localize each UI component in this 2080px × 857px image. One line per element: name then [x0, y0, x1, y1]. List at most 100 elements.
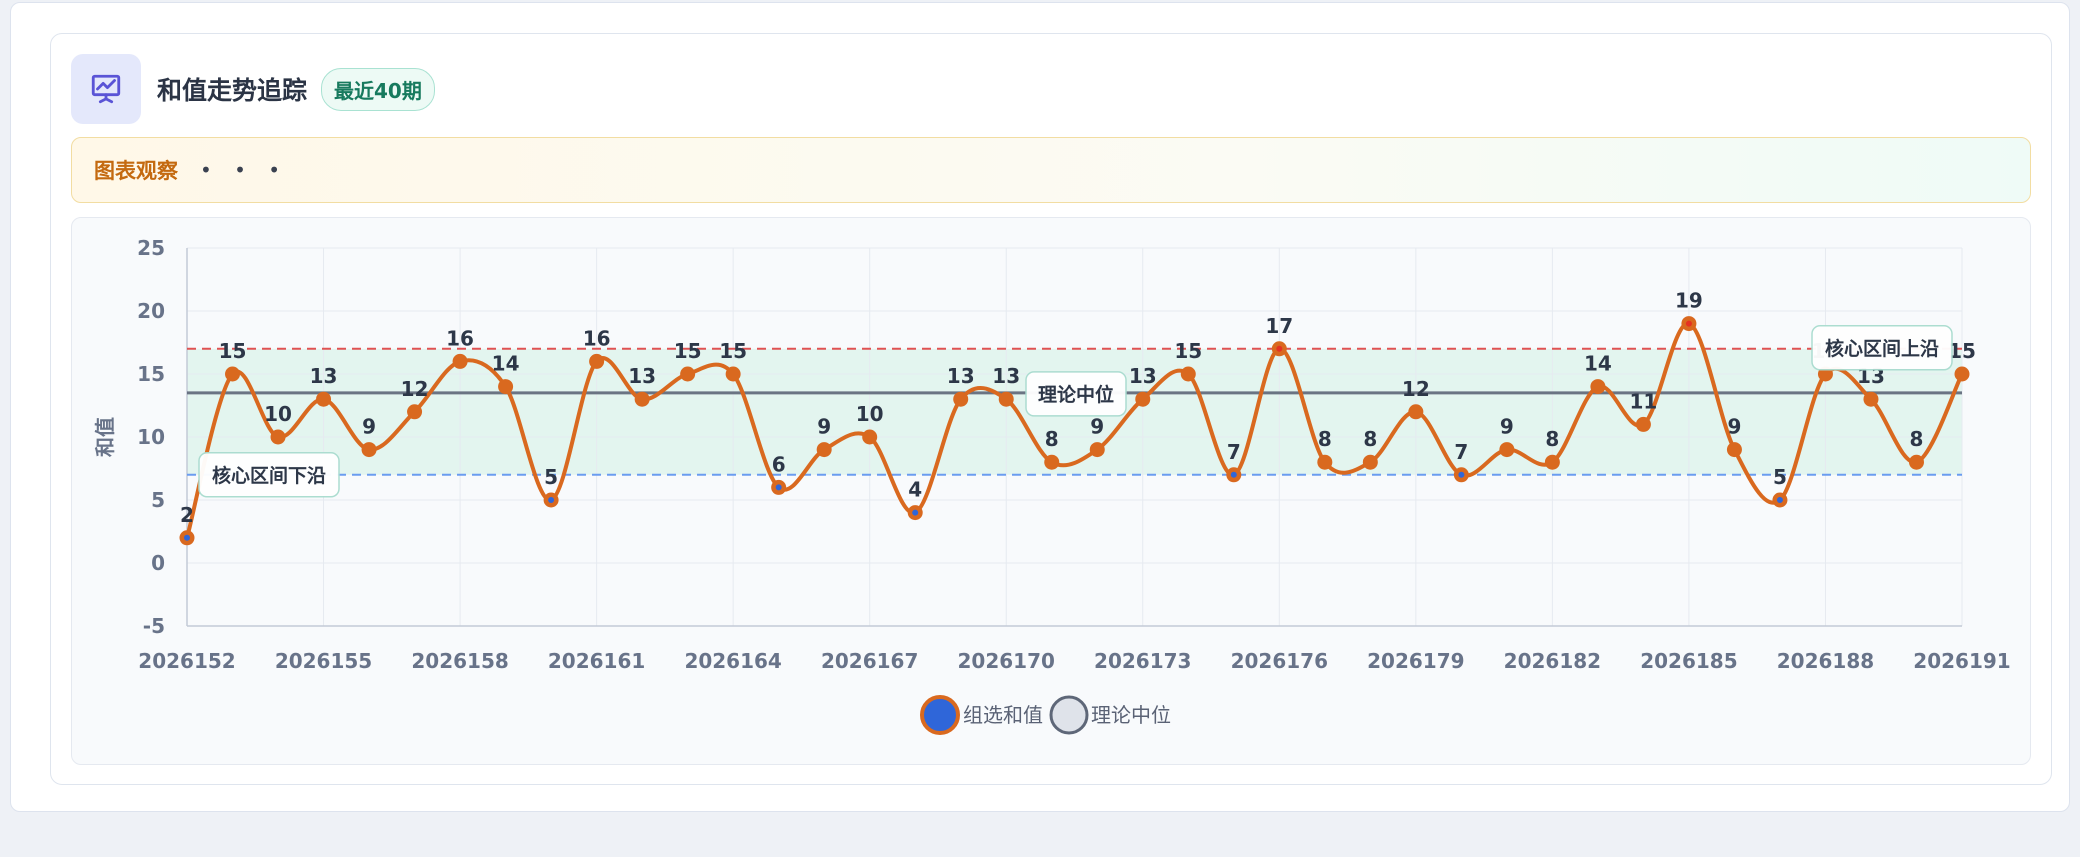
data-point: [407, 404, 423, 420]
data-point: [225, 366, 241, 382]
low-marker: [775, 484, 782, 491]
card-title: 和值走势追踪: [157, 76, 308, 105]
data-label: 9: [1090, 415, 1104, 439]
data-label: 10: [856, 402, 884, 426]
data-label: 12: [1402, 377, 1430, 401]
data-label: 16: [446, 326, 474, 350]
data-point: [998, 391, 1014, 407]
data-label: 10: [264, 402, 292, 426]
data-point: [1180, 366, 1196, 382]
data-label: 8: [1910, 427, 1924, 451]
upper-bound-annotation: 核心区间上沿: [1825, 337, 1939, 360]
data-point: [270, 429, 286, 445]
data-label: 13: [628, 364, 656, 388]
y-tick-label: 15: [137, 362, 165, 386]
low-marker: [184, 534, 190, 541]
data-label: 15: [674, 339, 702, 363]
observation-bar[interactable]: 图表观察 • • •: [71, 137, 2031, 203]
low-marker: [1776, 497, 1783, 503]
data-point: [1863, 391, 1879, 407]
data-point: [498, 379, 514, 395]
data-label: 7: [1227, 440, 1241, 464]
data-label: 12: [401, 377, 429, 401]
x-tick-label: 2026158: [411, 649, 508, 673]
data-point: [862, 429, 878, 445]
low-marker: [1458, 471, 1465, 478]
data-label: 13: [310, 364, 338, 388]
low-marker: [912, 509, 919, 516]
y-tick-label: 10: [137, 425, 165, 449]
data-point: [1954, 366, 1970, 382]
presentation-chart-icon: [71, 54, 141, 124]
legend-label-median: 理论中位: [1091, 703, 1171, 727]
x-tick-label: 2026152: [138, 649, 235, 673]
x-tick-label: 2026167: [821, 649, 918, 673]
data-point: [953, 391, 969, 407]
data-label: 8: [1318, 427, 1332, 451]
data-point: [1544, 454, 1560, 470]
data-label: 15: [219, 339, 247, 363]
y-tick-label: 0: [151, 551, 165, 575]
data-point: [1317, 454, 1333, 470]
card-header: 和值走势追踪 最近40期: [71, 54, 435, 124]
observation-label: 图表观察: [94, 159, 178, 183]
data-label: 9: [817, 415, 831, 439]
lower-bound-annotation-box: [198, 452, 340, 498]
y-tick-label: 5: [151, 488, 165, 512]
data-label: 16: [583, 326, 611, 350]
x-tick-label: 2026185: [1640, 649, 1737, 673]
lower-bound-annotation: 核心区间下沿: [212, 464, 326, 487]
y-tick-label: 25: [137, 236, 165, 260]
period-badge: 最近40期: [321, 67, 435, 111]
upper-bound-annotation-box: [1811, 325, 1953, 371]
page-frame: 和值走势追踪 最近40期 图表观察 • • • -5 0 5 10 15 20 25 2026…: [10, 2, 2070, 812]
data-label: 7: [1454, 440, 1468, 464]
legend-label-series: 组选和值: [963, 703, 1043, 727]
data-label: 5: [544, 465, 558, 489]
y-tick-label: 20: [137, 299, 165, 323]
data-point: [634, 391, 650, 407]
data-point: [452, 353, 468, 369]
data-point: [361, 442, 377, 458]
data-label: 8: [1045, 427, 1059, 451]
x-tick-label: 2026176: [1231, 649, 1328, 673]
data-label: 11: [1629, 389, 1657, 413]
data-label: 6: [772, 452, 786, 476]
median-annotation: 理论中位: [1038, 383, 1114, 406]
data-label: 13: [947, 364, 975, 388]
data-label: 4: [908, 478, 922, 502]
data-label: 13: [992, 364, 1020, 388]
data-label: 17: [1265, 314, 1293, 338]
data-label: 8: [1363, 427, 1377, 451]
more-dots-icon[interactable]: • • •: [200, 158, 289, 182]
x-tick-label: 2026188: [1777, 649, 1874, 673]
median-annotation-box: [1025, 371, 1127, 417]
data-point: [316, 391, 332, 407]
data-point: [589, 353, 605, 369]
trend-card: 和值走势追踪 最近40期 图表观察 • • • -5 0 5 10 15 20 25 2026…: [50, 33, 2052, 785]
data-label: 9: [1500, 415, 1514, 439]
data-label: 19: [1675, 289, 1703, 313]
data-point: [1362, 454, 1378, 470]
data-point: [1089, 442, 1105, 458]
chart-panel: -5 0 5 10 15 20 25 2026152 2026155 2026158 2026161…: [71, 217, 2031, 765]
data-point: [1726, 442, 1742, 458]
x-tick-label: 2026155: [275, 649, 372, 673]
low-marker: [1230, 471, 1237, 478]
high-marker: [1276, 345, 1283, 352]
x-tick-label: 2026161: [548, 649, 645, 673]
data-label: 14: [1584, 352, 1612, 376]
data-label: 2: [180, 503, 194, 527]
x-tick-label: 2026179: [1367, 649, 1464, 673]
data-point: [725, 366, 741, 382]
data-point: [680, 366, 696, 382]
data-label: 5: [1773, 465, 1787, 489]
legend-swatch-median: [1049, 695, 1089, 735]
data-label: 13: [1129, 364, 1157, 388]
data-point: [1044, 454, 1060, 470]
high-marker: [1685, 320, 1692, 327]
data-label: 8: [1545, 427, 1559, 451]
legend-swatch-series: [920, 695, 960, 735]
y-tick-label: -5: [143, 614, 165, 638]
